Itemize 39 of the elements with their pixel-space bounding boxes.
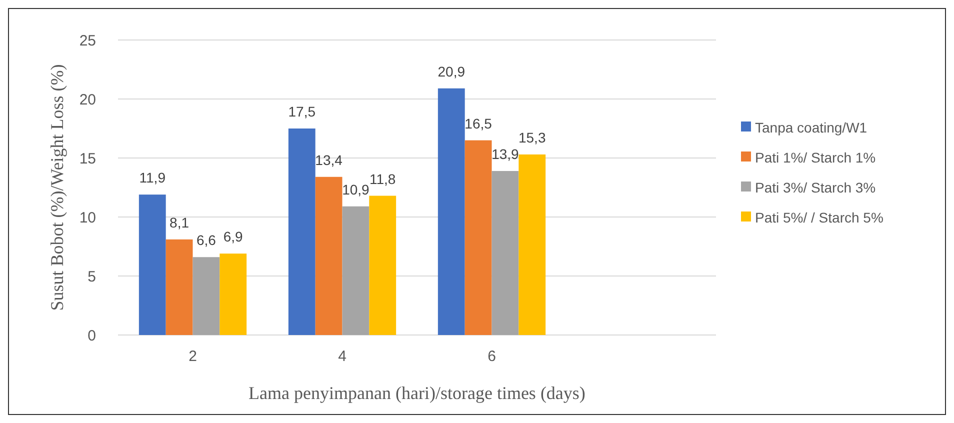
data-label: 17,5 [288,104,316,120]
y-tick-label: 10 [79,209,96,226]
legend-label: Tanpa coating/W1 [755,119,868,136]
data-label: 16,5 [464,115,492,132]
bar [288,128,316,335]
data-label: 11,8 [370,170,396,187]
y-axis-title: Susut Bobot (%)/Weight Loss (%) [47,64,67,311]
data-label: 11,9 [139,170,166,186]
y-tick-label: 5 [88,268,96,286]
bar [342,206,370,335]
bar [438,88,465,335]
legend-label: Pati 3%/ Starch 3% [755,179,876,196]
data-label: 13,4 [315,152,343,168]
data-label: 10,9 [342,181,370,198]
bar [315,176,342,335]
bar [138,194,166,335]
x-tick-label: 6 [488,348,496,365]
data-label: 6,9 [223,228,244,245]
x-tick-label: 2 [188,348,197,365]
x-axis-title: Lama penyimpanan (hari)/storage times (days) [248,383,586,403]
bar [464,140,492,335]
data-label: 13,9 [492,146,520,162]
bar [192,257,220,335]
bar [166,239,193,335]
y-tick-label: 20 [79,91,96,108]
bar [518,154,546,335]
data-label: 6,6 [196,232,216,248]
data-label: 20,9 [438,63,466,80]
data-label: 8,1 [170,214,190,230]
bar [492,170,519,335]
y-tick-label: 25 [79,32,96,50]
legend-label: Pati 5%/ / Starch 5% [755,209,884,226]
y-tick-label: 0 [88,327,96,344]
bar [220,254,247,335]
legend-label: Pati 1%/ Starch 1% [755,149,876,166]
y-tick-label: 15 [79,150,96,168]
x-tick-label: 4 [338,348,346,365]
bar [369,196,396,335]
data-label: 15,3 [518,129,546,146]
